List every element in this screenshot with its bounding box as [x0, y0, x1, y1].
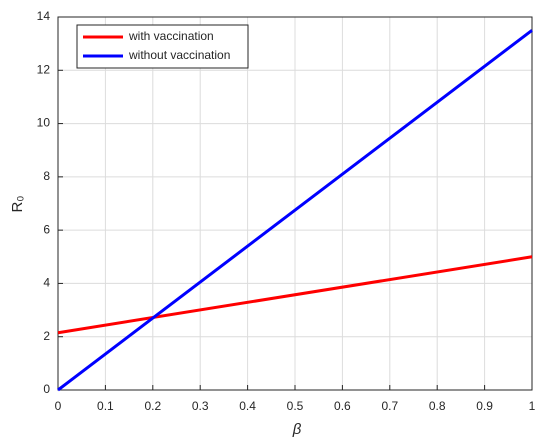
x-tick-label: 0	[55, 399, 62, 413]
x-tick-label: 0.9	[476, 399, 493, 413]
legend-label: with vaccination	[128, 29, 214, 43]
x-tick-label: 0.4	[239, 399, 256, 413]
line	[57, 255, 533, 335]
y-tick-label: 6	[43, 222, 50, 236]
x-tick-label: 0.7	[381, 399, 398, 413]
x-tick-label: 0.8	[429, 399, 446, 413]
y-tick-label: 12	[37, 62, 51, 76]
y-tick-label: 2	[43, 329, 50, 343]
legend-box	[76, 24, 249, 69]
y-tick-label: 8	[43, 169, 50, 183]
y-tick-label: 4	[43, 276, 50, 290]
x-axis-label: β	[292, 421, 302, 438]
y-tick-label: 10	[37, 116, 51, 130]
axes-box	[57, 16, 533, 391]
x-tick-label: 0.2	[144, 399, 161, 413]
x-tick-label: 1	[529, 399, 536, 413]
x-tick-label: 0.1	[97, 399, 114, 413]
x-tick-label: 0.6	[334, 399, 351, 413]
x-tick-label: 0.3	[192, 399, 209, 413]
y-axis-label: R₀	[9, 195, 26, 212]
x-tick-label: 0.5	[287, 399, 304, 413]
y-tick-label: 14	[37, 9, 51, 23]
y-tick-label: 0	[43, 382, 50, 396]
legend-label: without vaccination	[128, 48, 230, 62]
line	[57, 29, 533, 392]
